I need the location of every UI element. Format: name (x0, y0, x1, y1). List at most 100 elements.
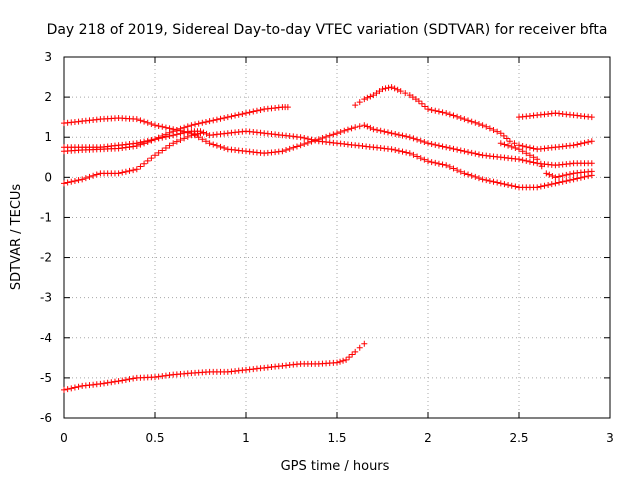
data-point (343, 356, 350, 363)
data-point (93, 171, 100, 178)
data-point (283, 147, 290, 154)
x-tick-label: 1.5 (327, 431, 346, 445)
data-point (202, 138, 209, 145)
data-point (497, 140, 504, 147)
data-point (384, 129, 391, 136)
data-point (367, 124, 374, 131)
data-point (446, 163, 453, 170)
x-tick-label: 0 (60, 431, 68, 445)
data-point (435, 160, 442, 167)
data-point (556, 173, 563, 180)
data-point (144, 138, 151, 145)
data-point (130, 167, 137, 174)
data-point (479, 176, 486, 183)
data-point (162, 145, 169, 152)
data-point (395, 131, 402, 138)
data-point (210, 141, 217, 148)
data-point (399, 132, 406, 139)
data-point (191, 131, 198, 138)
data-point (348, 125, 355, 132)
data-point (370, 92, 377, 99)
data-point (530, 154, 537, 161)
data-point (538, 163, 545, 170)
data-point (454, 113, 461, 120)
data-point (446, 111, 453, 118)
data-point (523, 157, 530, 164)
data-point (232, 112, 239, 119)
data-point (352, 348, 359, 355)
data-point (563, 177, 570, 184)
data-point (530, 159, 537, 166)
data-point (199, 119, 206, 126)
data-point (468, 149, 475, 156)
data-markers (61, 84, 595, 393)
data-point (290, 144, 297, 151)
data-point (490, 178, 497, 185)
grid-lines (64, 57, 610, 418)
data-point (425, 140, 431, 147)
data-point (537, 183, 544, 190)
data-point (326, 132, 333, 139)
data-point (206, 140, 213, 147)
data-point (133, 143, 140, 150)
data-point (548, 181, 555, 188)
data-point (148, 137, 155, 144)
data-point (75, 177, 82, 184)
data-point (235, 111, 242, 118)
data-point (192, 121, 199, 128)
data-point (552, 180, 559, 187)
y-tick-label: 1 (44, 130, 52, 144)
data-point (541, 182, 548, 189)
data-point (388, 146, 395, 153)
data-point (130, 375, 137, 382)
data-point (253, 107, 260, 114)
data-point (361, 96, 368, 103)
data-point (494, 179, 501, 186)
data-point (199, 136, 206, 143)
data-point (101, 380, 108, 387)
data-point (297, 142, 304, 149)
series-track-7 (516, 110, 595, 121)
data-point (71, 384, 78, 391)
data-point (397, 88, 404, 95)
data-point (195, 134, 202, 141)
y-tick-label: -6 (40, 411, 52, 425)
data-point (457, 114, 464, 121)
data-point (388, 84, 395, 91)
data-point (421, 156, 428, 163)
data-point (505, 142, 512, 149)
data-point (566, 177, 573, 184)
data-point (483, 123, 490, 130)
data-point (137, 117, 144, 124)
data-point (352, 124, 359, 131)
data-point (61, 386, 67, 393)
data-point (526, 158, 533, 165)
series-track-1 (61, 114, 595, 169)
data-point (297, 134, 304, 141)
data-point (585, 139, 592, 146)
data-point (184, 133, 191, 140)
data-point (549, 172, 556, 179)
data-point (133, 116, 140, 123)
data-point (501, 141, 508, 148)
data-point (392, 147, 399, 154)
data-point (119, 169, 126, 176)
data-point (195, 120, 202, 127)
data-point (516, 156, 522, 163)
data-point (341, 127, 348, 134)
data-point (68, 178, 75, 185)
series-track-4 (61, 130, 204, 187)
data-point (381, 128, 388, 135)
x-axis-label: GPS time / hours (281, 459, 390, 474)
data-point (450, 165, 457, 172)
data-point (148, 120, 155, 127)
data-point (461, 116, 468, 123)
data-point (454, 146, 461, 153)
data-point (511, 140, 518, 147)
data-point (379, 86, 386, 93)
data-point (221, 114, 228, 121)
data-point (479, 122, 486, 129)
data-point (446, 145, 453, 152)
data-point (490, 127, 497, 134)
data-point (486, 125, 493, 132)
